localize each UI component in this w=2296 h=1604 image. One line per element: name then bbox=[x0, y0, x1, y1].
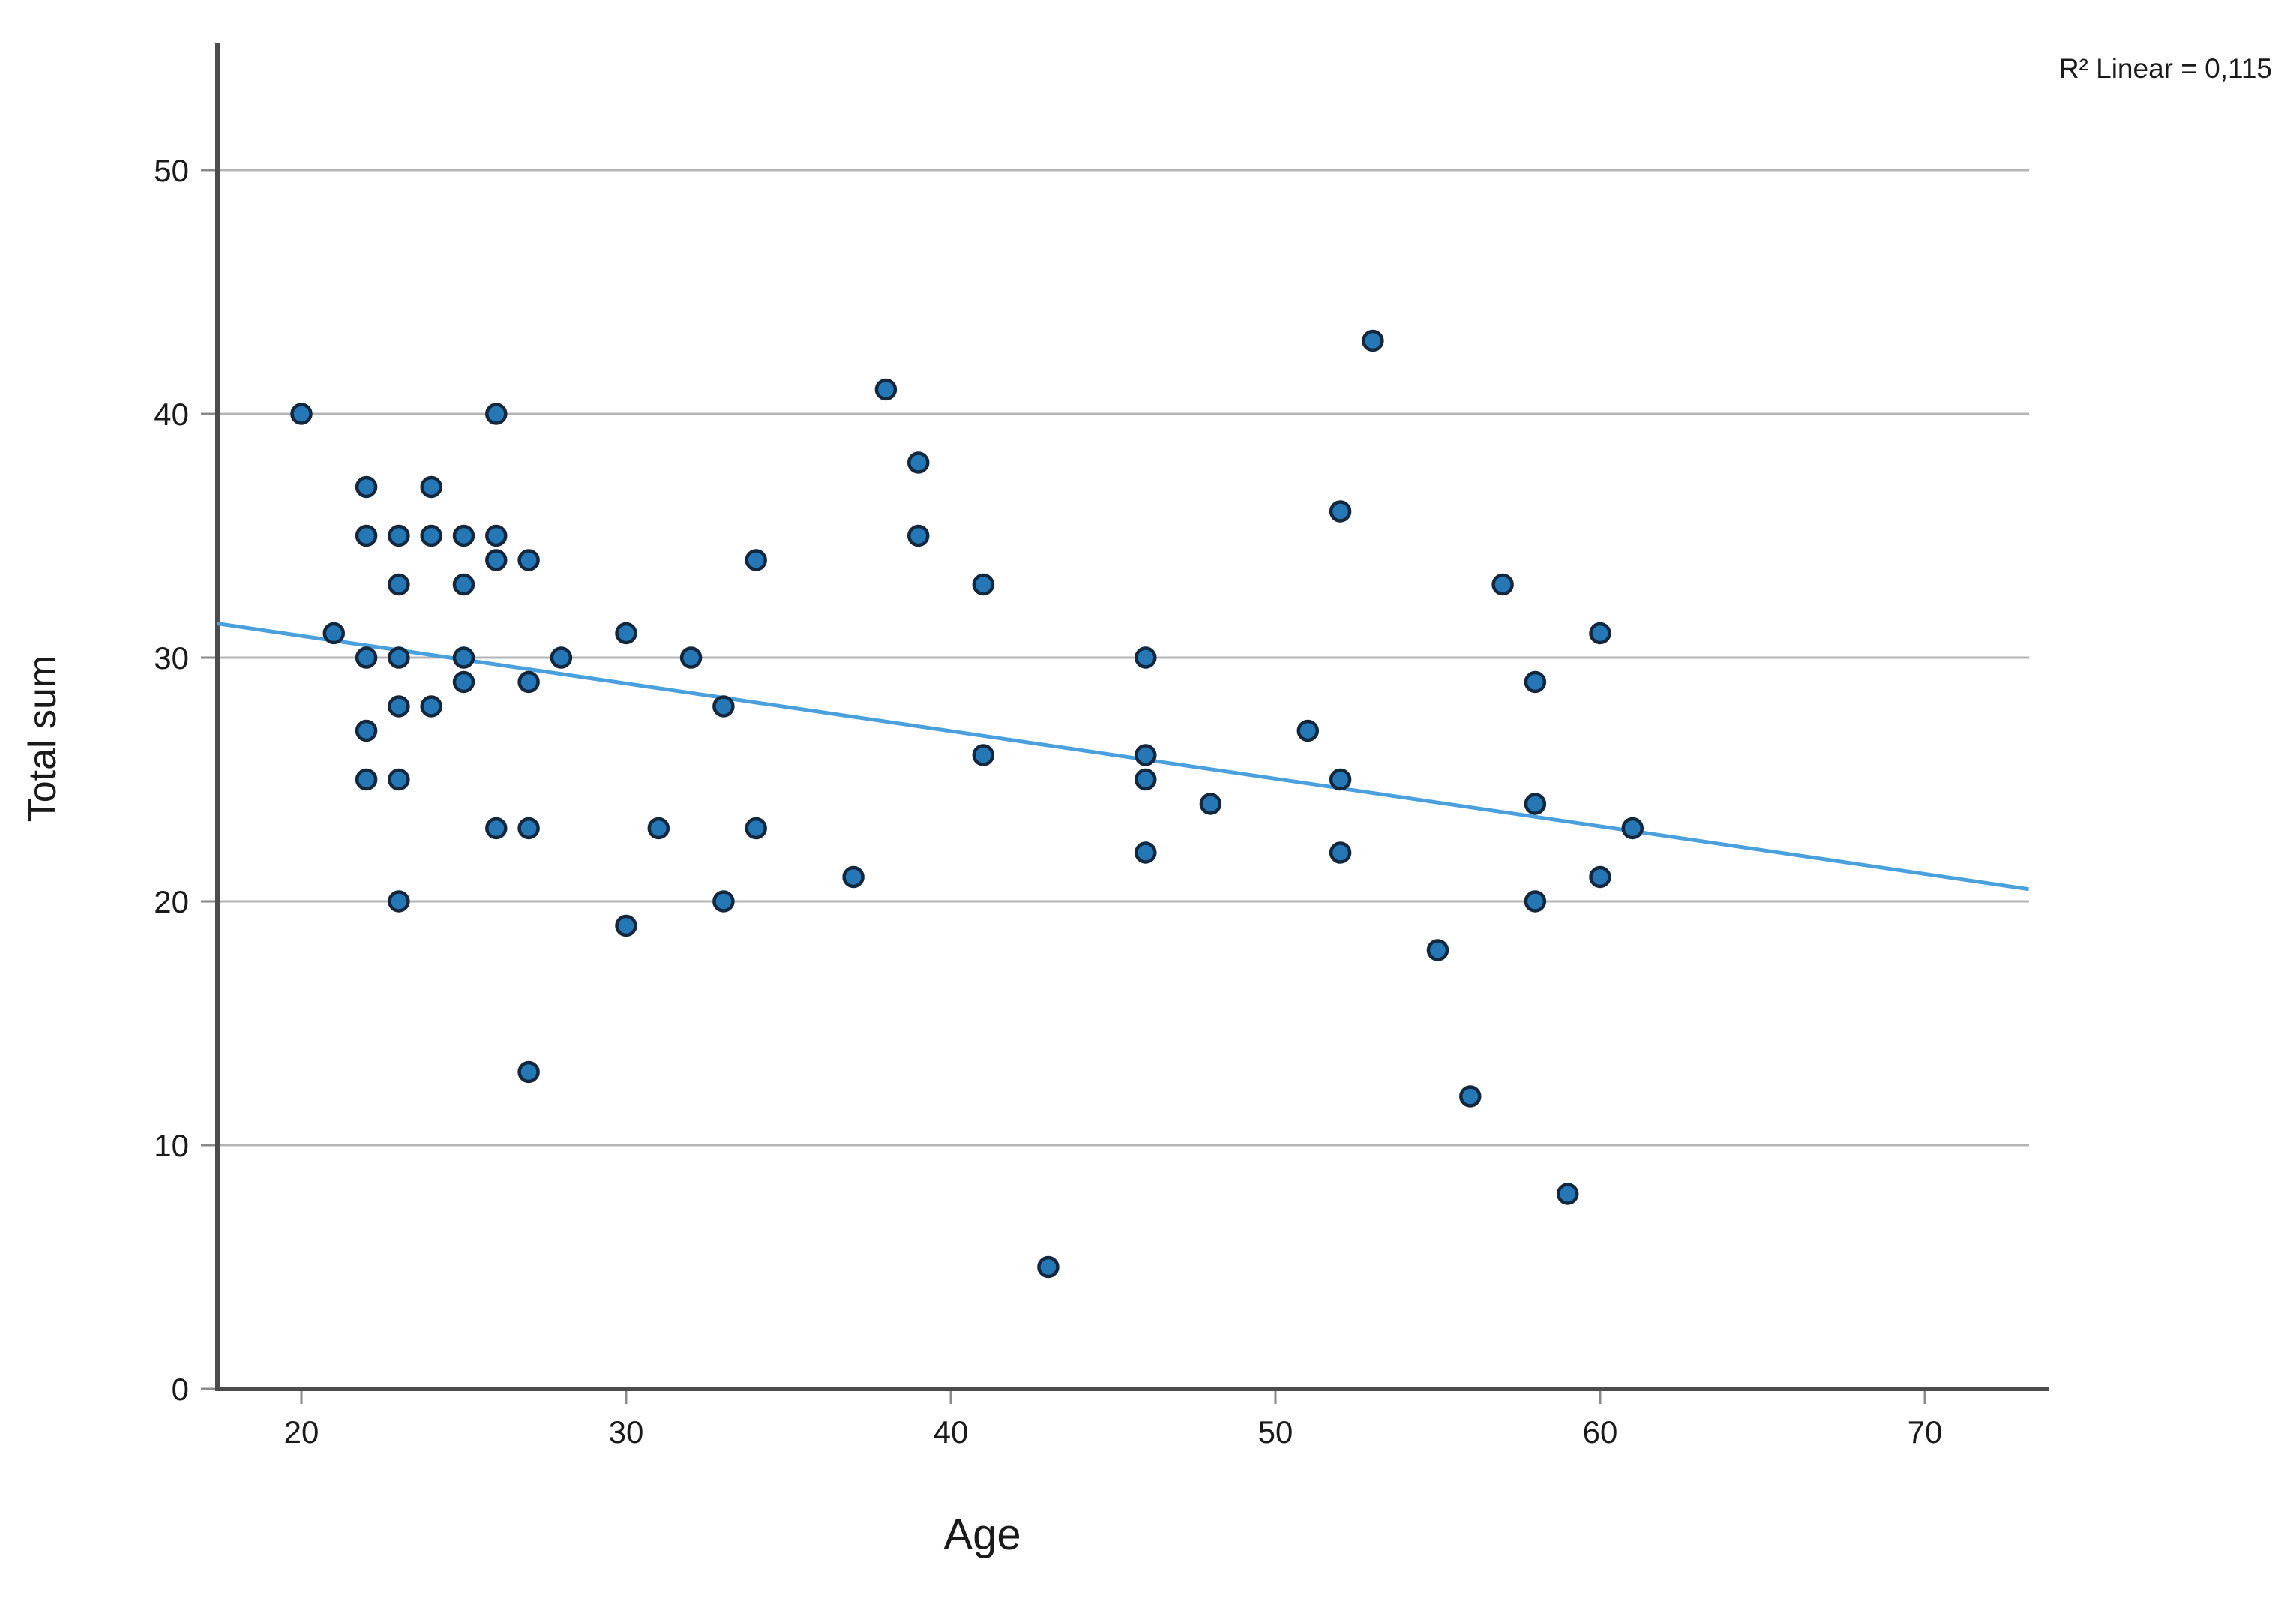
trend-line bbox=[217, 622, 2029, 892]
data-point bbox=[1362, 329, 1384, 352]
y-axis-title: Total sum bbox=[21, 655, 64, 823]
data-point bbox=[712, 890, 735, 913]
data-point bbox=[388, 646, 410, 669]
y-tick-label: 30 bbox=[154, 640, 189, 676]
data-point bbox=[322, 622, 346, 645]
data-point bbox=[647, 817, 670, 840]
data-point bbox=[420, 475, 442, 499]
data-point bbox=[485, 403, 508, 425]
data-point bbox=[388, 524, 410, 547]
x-axis-title: Age bbox=[943, 1510, 1021, 1559]
data-point bbox=[485, 817, 508, 840]
data-point bbox=[1329, 841, 1352, 864]
data-point bbox=[355, 475, 378, 499]
axis-ticks bbox=[201, 169, 1926, 1404]
y-tick-label: 20 bbox=[154, 884, 189, 919]
data-point bbox=[1135, 646, 1157, 669]
data-point bbox=[712, 695, 735, 718]
data-point bbox=[452, 670, 475, 694]
y-tick-label: 50 bbox=[154, 153, 189, 188]
data-point bbox=[745, 549, 767, 571]
data-point bbox=[874, 378, 898, 401]
data-point bbox=[355, 646, 378, 669]
data-point bbox=[1296, 719, 1320, 742]
data-point bbox=[615, 914, 637, 937]
data-point bbox=[1524, 890, 1547, 913]
data-point bbox=[907, 451, 930, 474]
data-point bbox=[842, 865, 865, 889]
data-point bbox=[1037, 1255, 1060, 1279]
data-points bbox=[290, 329, 1644, 1279]
data-point bbox=[420, 695, 442, 718]
data-point bbox=[1329, 768, 1352, 791]
r-squared-annotation: R² Linear = 0,115 bbox=[2059, 53, 2272, 84]
y-tick-label: 10 bbox=[154, 1128, 189, 1163]
data-point bbox=[485, 524, 508, 547]
data-point bbox=[972, 744, 995, 766]
data-point bbox=[388, 573, 410, 596]
data-point bbox=[388, 890, 410, 913]
y-tick-labels: 0 10 20 30 40 50 bbox=[154, 153, 189, 1407]
data-point bbox=[290, 403, 313, 425]
data-point bbox=[452, 646, 475, 669]
data-point bbox=[972, 573, 995, 596]
data-point bbox=[517, 670, 540, 694]
x-tick-label: 30 bbox=[609, 1414, 644, 1450]
data-point bbox=[1199, 793, 1222, 815]
data-point bbox=[355, 768, 378, 791]
data-point bbox=[517, 549, 540, 571]
y-tick-label: 0 bbox=[172, 1372, 189, 1407]
data-point bbox=[1524, 793, 1547, 815]
data-point bbox=[1524, 670, 1547, 694]
data-point bbox=[1135, 841, 1157, 864]
data-point bbox=[1459, 1085, 1482, 1108]
x-tick-label: 50 bbox=[1258, 1414, 1293, 1450]
data-point bbox=[1621, 817, 1644, 840]
data-point bbox=[615, 622, 637, 645]
data-point bbox=[452, 524, 475, 547]
data-point bbox=[452, 573, 475, 596]
data-point bbox=[1491, 573, 1514, 596]
axes bbox=[215, 43, 2049, 1391]
data-point bbox=[355, 719, 378, 742]
data-point bbox=[1135, 768, 1157, 791]
x-tick-label: 60 bbox=[1583, 1414, 1618, 1450]
data-point bbox=[485, 549, 508, 571]
x-tick-label: 20 bbox=[284, 1414, 319, 1450]
data-point bbox=[517, 1060, 540, 1084]
data-point bbox=[420, 524, 442, 547]
data-point bbox=[388, 768, 410, 791]
x-tick-label: 40 bbox=[934, 1414, 969, 1450]
data-point bbox=[1135, 744, 1157, 766]
x-tick-labels: 20 30 40 50 60 70 bbox=[284, 1414, 1943, 1450]
data-point bbox=[550, 646, 573, 669]
data-point bbox=[388, 695, 410, 718]
data-point bbox=[1426, 939, 1449, 961]
data-point bbox=[517, 817, 540, 840]
data-point bbox=[1556, 1183, 1579, 1205]
y-tick-label: 40 bbox=[154, 397, 189, 432]
data-point bbox=[745, 817, 767, 840]
data-point bbox=[907, 524, 930, 547]
data-point bbox=[1589, 865, 1611, 889]
data-point bbox=[355, 524, 378, 547]
data-point bbox=[1329, 500, 1352, 523]
gridlines bbox=[217, 169, 2029, 1147]
data-point bbox=[1589, 622, 1611, 645]
x-tick-label: 70 bbox=[1908, 1414, 1943, 1450]
data-point bbox=[679, 646, 703, 669]
